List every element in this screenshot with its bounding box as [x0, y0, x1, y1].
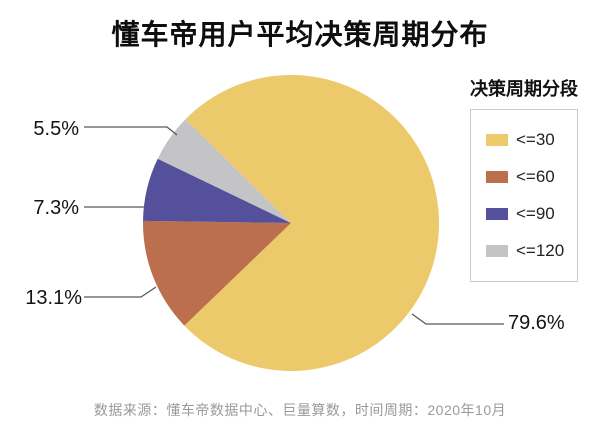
pie-slice-le120 — [157, 119, 291, 223]
pie-slice-le90 — [143, 158, 291, 223]
legend-title: 决策周期分段 — [470, 79, 578, 99]
legend-box: <=30 <=60 <=90 <=120 — [470, 109, 578, 282]
legend-item-label: <=60 — [516, 166, 555, 186]
legend-swatch-icon — [486, 170, 508, 183]
label-line-le120 — [84, 126, 178, 136]
legend-swatch-icon — [486, 133, 508, 146]
pie-slice-le60 — [143, 220, 291, 326]
legend-item-le30: <=30 — [486, 121, 577, 158]
legend-item-le60: <=60 — [486, 158, 577, 195]
legend-item-le120: <=120 — [486, 232, 577, 269]
legend-swatch-icon — [486, 207, 508, 220]
chart-title: 懂车帝用户平均决策周期分布 — [111, 19, 489, 50]
slice-percent-label-le120: 5.5% — [33, 118, 79, 140]
legend: 决策周期分段 <=30 <=60 <=90 <=120 — [470, 75, 578, 282]
slice-percent-label-le30: 79.6% — [508, 312, 565, 334]
slice-percent-label-le90: 7.3% — [33, 197, 79, 219]
legend-swatch-icon — [486, 244, 508, 257]
label-line-le60 — [84, 286, 157, 298]
legend-item-label: <=120 — [516, 240, 565, 260]
legend-item-label: <=90 — [516, 203, 555, 223]
data-source-note: 数据来源：懂车帝数据中心、巨量算数，时间周期：2020年10月 — [93, 402, 507, 418]
label-line-le30 — [411, 313, 504, 325]
slice-percent-label-le60: 13.1% — [25, 287, 82, 309]
legend-item-label: <=30 — [516, 129, 555, 149]
pie-slice-le30 — [184, 75, 440, 372]
legend-item-le90: <=90 — [486, 195, 577, 232]
